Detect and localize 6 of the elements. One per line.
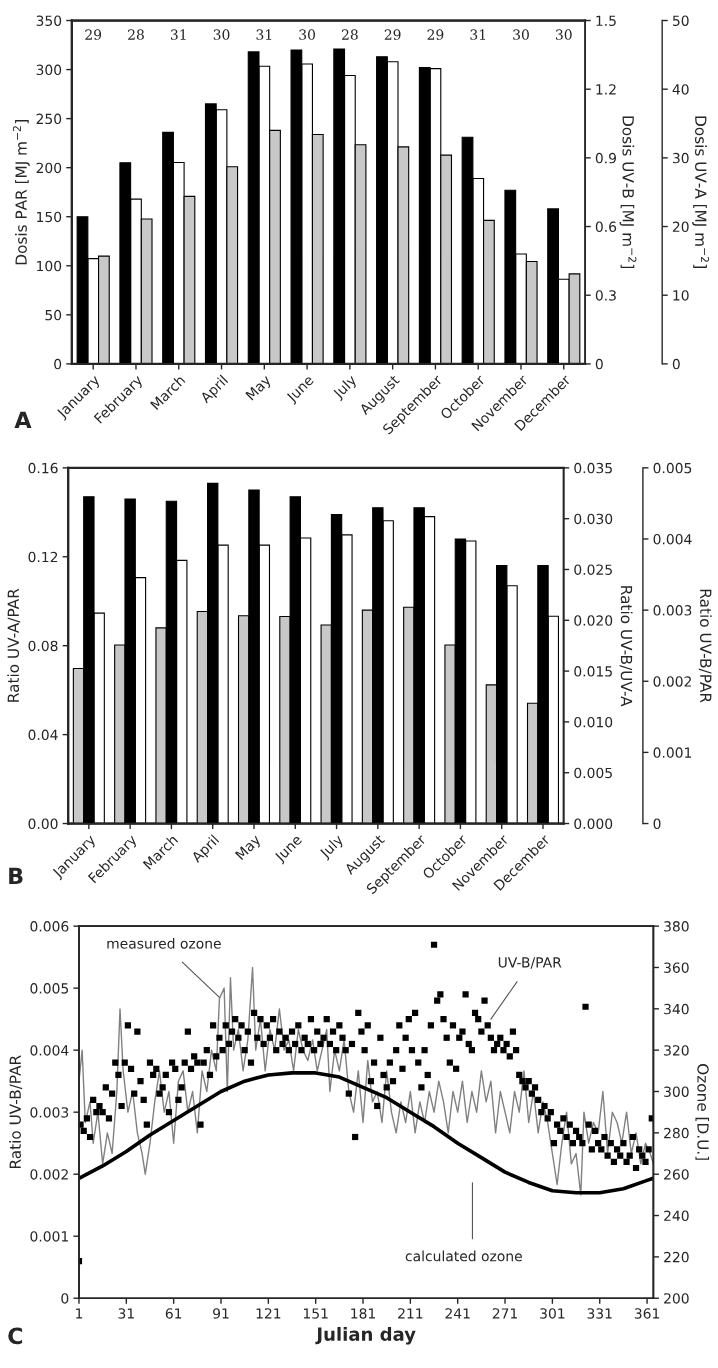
text: C (8, 1327, 23, 1345)
line-series (78, 966, 654, 1196)
x-axis-title: Julian day (315, 1326, 416, 1345)
line-series (78, 1071, 654, 1195)
text: A (14, 411, 32, 428)
text: B (9, 867, 23, 884)
